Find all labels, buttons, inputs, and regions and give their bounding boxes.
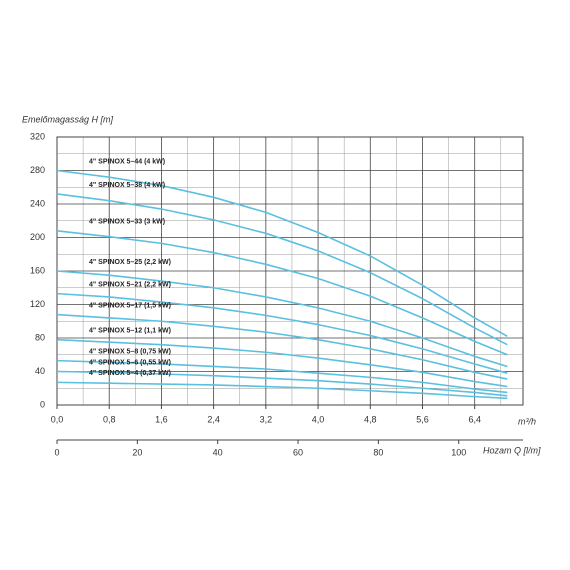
pump-curve [56, 313, 508, 380]
series-label: 4" SPINOX 5–17 (1,5 kW) [89, 302, 171, 309]
x2-tick-label: 60 [293, 447, 303, 457]
x2-tick-label: 40 [213, 447, 223, 457]
y-tick-label: 80 [35, 332, 45, 342]
x2-tick-label: 20 [132, 447, 142, 457]
y-tick-label: 120 [30, 299, 45, 309]
series-label: 4" SPINOX 5–21 (2,2 kW) [89, 281, 171, 288]
x2-tick-label: 100 [451, 447, 466, 457]
series-label: 4" SPINOX 5–6 (0,55 kW) [89, 359, 171, 366]
x-tick-label: 1,6 [155, 414, 168, 424]
y-tick-label: 200 [30, 232, 45, 242]
pump-curve [56, 381, 508, 400]
series-label: 4" SPINOX 5–38 (4 kW) [89, 182, 165, 189]
y-tick-label: 40 [35, 366, 45, 376]
pump-curve [56, 359, 508, 394]
y-tick-label: 240 [30, 198, 45, 208]
x2-tick-label: 80 [373, 447, 383, 457]
x2-tick-label: 0 [54, 447, 59, 457]
x-tick-label: 5,6 [416, 414, 429, 424]
pump-curve [56, 169, 508, 338]
x-axis-unit: m³/h [518, 416, 536, 426]
x-tick-label: 3,2 [260, 414, 273, 424]
series-label: 4" SPINOX 5–25 (2,2 kW) [89, 259, 171, 266]
y-axis-title: Emelőmagasság H [m] [22, 114, 114, 124]
x-tick-label: 4,0 [312, 414, 325, 424]
x-tick-label: 0,8 [103, 414, 116, 424]
series-label: 4" SPINOX 5–44 (4 kW) [89, 158, 165, 165]
y-tick-label: 160 [30, 265, 45, 275]
y-tick-label: 0 [40, 399, 45, 409]
series-label: 4" SPINOX 5–8 (0,75 kW) [89, 348, 171, 355]
x-tick-label: 4,8 [364, 414, 377, 424]
x-tick-label: 0,0 [51, 414, 64, 424]
y-tick-label: 280 [30, 165, 45, 175]
x-tick-label: 2,4 [207, 414, 220, 424]
pump-curve [56, 270, 508, 368]
pump-curve [56, 370, 508, 397]
x2-axis-title: Hozam Q [l/m] [483, 445, 541, 455]
pump-curve [56, 230, 508, 356]
series-label: 4" SPINOX 5–33 (3 kW) [89, 219, 165, 226]
pump-curve [56, 338, 508, 388]
series-label: 4" SPINOX 5–12 (1,1 kW) [89, 328, 171, 335]
y-tick-label: 320 [30, 131, 45, 141]
series-label: 4" SPINOX 5–4 (0,37 kW) [89, 370, 171, 377]
pump-curve [56, 193, 508, 346]
pump-curve [56, 292, 508, 374]
x-tick-label: 6,4 [468, 414, 481, 424]
